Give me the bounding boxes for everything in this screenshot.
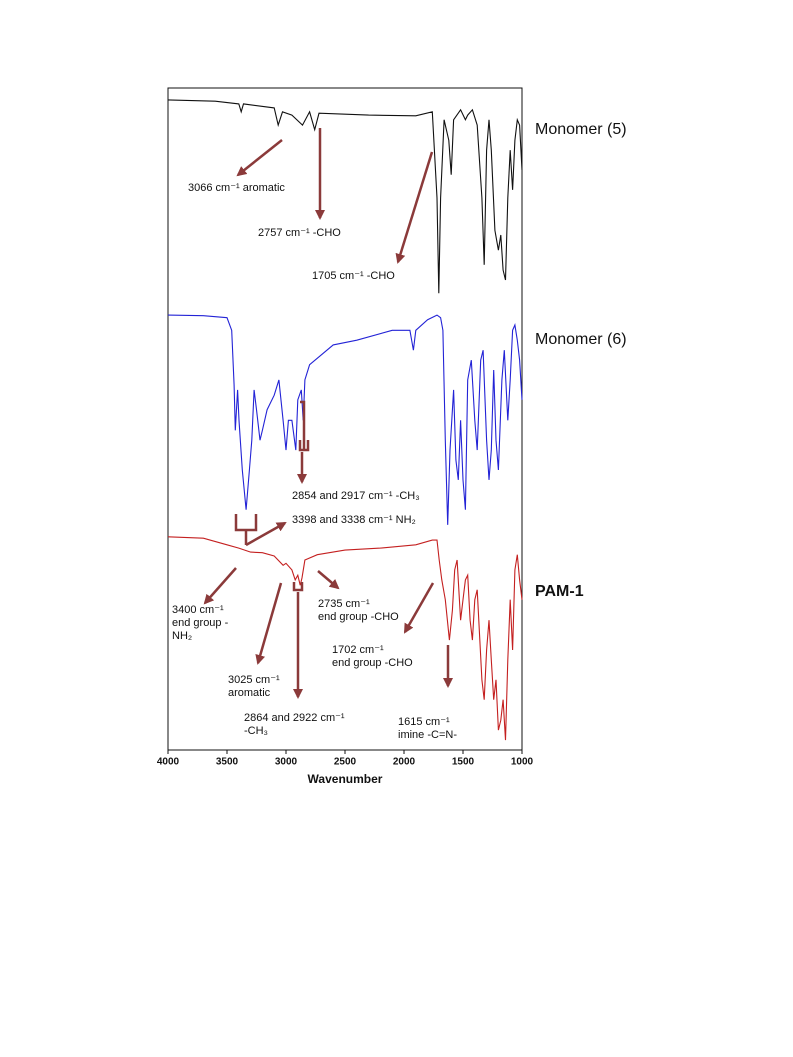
- legend-label: Monomer (5): [535, 121, 627, 138]
- annotation-bracket: [292, 582, 304, 592]
- x-tick-label: 4000: [157, 757, 180, 768]
- annotation: 3400 cm⁻¹: [172, 604, 224, 616]
- annotation-bracket: [234, 514, 258, 545]
- x-tick-label: 2000: [393, 757, 416, 768]
- x-tick-label: 3000: [275, 757, 298, 768]
- legend-label: PAM-1: [535, 583, 584, 600]
- annotation-arrow: [395, 151, 434, 264]
- spectrum-line: [167, 99, 523, 294]
- annotation-arrow: [403, 582, 435, 634]
- spectrum-line: [167, 314, 523, 525]
- annotation: end group -CHO: [332, 657, 413, 669]
- spectrum-line: [167, 536, 523, 741]
- annotation: end group -CHO: [318, 611, 399, 623]
- annotation: 2735 cm⁻¹: [318, 598, 370, 610]
- annotation: aromatic: [228, 687, 271, 699]
- annotation: imine -C=N-: [398, 729, 457, 741]
- annotation: 2757 cm⁻¹ -CHO: [258, 227, 341, 239]
- annotation-arrow: [317, 570, 340, 590]
- x-tick-label: 2500: [334, 757, 357, 768]
- x-tick-label: 1000: [511, 757, 534, 768]
- annotation: 1702 cm⁻¹: [332, 644, 384, 656]
- annotation-arrow: [203, 567, 237, 605]
- annotation: 1615 cm⁻¹: [398, 716, 450, 728]
- x-axis-label: Wavenumber: [308, 772, 383, 786]
- annotation: 3398 and 3338 cm⁻¹ NH₂: [292, 514, 416, 526]
- annotation-bracket: [298, 400, 310, 452]
- annotation-arrow: [236, 139, 283, 177]
- annotation: end group -: [172, 617, 229, 629]
- legend-label: Monomer (6): [535, 331, 627, 348]
- x-tick-label: 3500: [216, 757, 239, 768]
- annotation: NH₂: [172, 630, 192, 642]
- annotation: -CH₃: [244, 725, 268, 737]
- x-tick-label: 1500: [452, 757, 475, 768]
- annotation: 1705 cm⁻¹ -CHO: [312, 270, 395, 282]
- annotation: 2854 and 2917 cm⁻¹ -CH₃: [292, 490, 420, 502]
- annotation: 2864 and 2922 cm⁻¹: [244, 712, 345, 724]
- annotation: 3025 cm⁻¹: [228, 674, 280, 686]
- annotation-arrow: [245, 521, 287, 547]
- annotation-arrow: [255, 582, 283, 665]
- annotation: 3066 cm⁻¹ aromatic: [188, 182, 285, 194]
